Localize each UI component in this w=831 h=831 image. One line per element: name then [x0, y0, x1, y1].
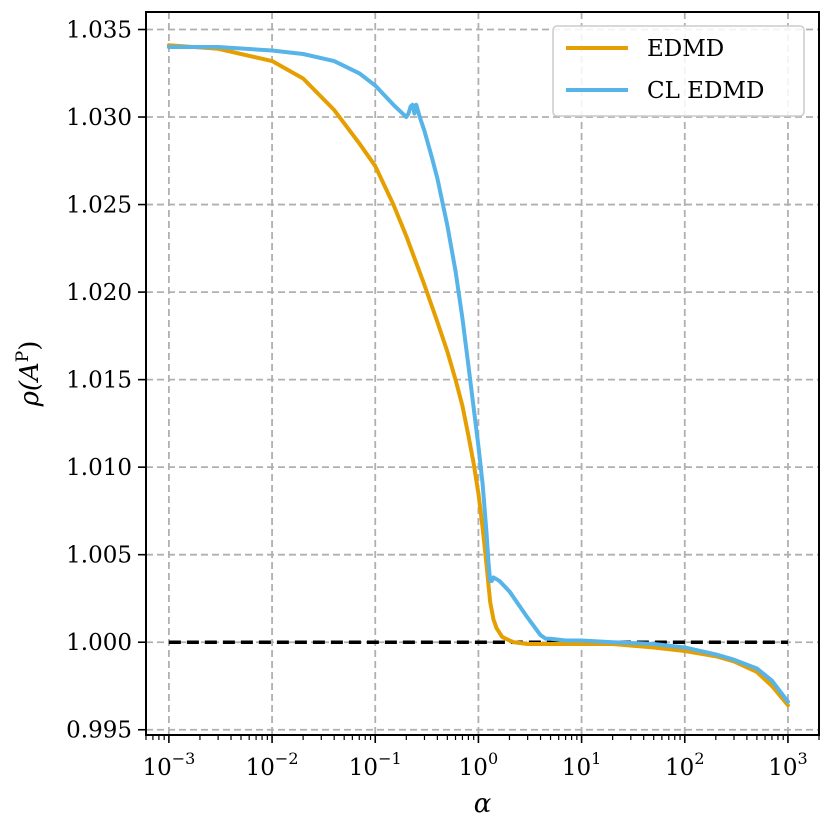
x-tick-label: 102: [665, 749, 704, 781]
y-tick-label: 1.030: [66, 105, 132, 131]
grid-lines: [146, 12, 819, 735]
legend-label-cl-edmd: CL EDMD: [647, 78, 764, 104]
y-tick-label: 1.035: [66, 18, 132, 44]
series-line-edmd: [166, 43, 790, 708]
y-axis-ticks: 0.995 1.000 1.005 1.010 1.015 1.020 1.025 1.030…: [66, 18, 146, 744]
y-tick-label: 1.025: [66, 193, 132, 219]
x-axis-label: α: [474, 789, 492, 819]
series-line-cl-edmd: [166, 45, 790, 704]
series-layer: [166, 43, 790, 708]
y-axis-label-main: ρ(A: [15, 362, 45, 407]
x-tick-label: 10−3: [142, 749, 195, 781]
y-tick-label: 1.015: [66, 368, 132, 394]
y-tick-label: 1.005: [66, 543, 132, 569]
legend: EDMD CL EDMD: [552, 25, 805, 117]
x-tick-label: 10−2: [246, 749, 299, 781]
x-axis-ticks: 10−3 10−2 10−1 100 101 102 103: [142, 735, 820, 781]
y-tick-label: 1.000: [66, 630, 132, 656]
x-tick-label: 100: [459, 749, 498, 781]
x-tick-label: 103: [768, 749, 807, 781]
x-tick-label: 10−1: [349, 749, 402, 781]
legend-label-edmd: EDMD: [647, 36, 724, 62]
plot-frame: [145, 11, 820, 736]
y-tick-label: 1.020: [66, 280, 132, 306]
y-axis-label-superscript: P: [13, 351, 33, 362]
y-tick-label: 1.010: [66, 455, 132, 481]
y-tick-label: 0.995: [66, 718, 132, 744]
x-tick-label: 101: [562, 749, 601, 781]
y-axis-label: ρ(AP): [13, 341, 45, 408]
